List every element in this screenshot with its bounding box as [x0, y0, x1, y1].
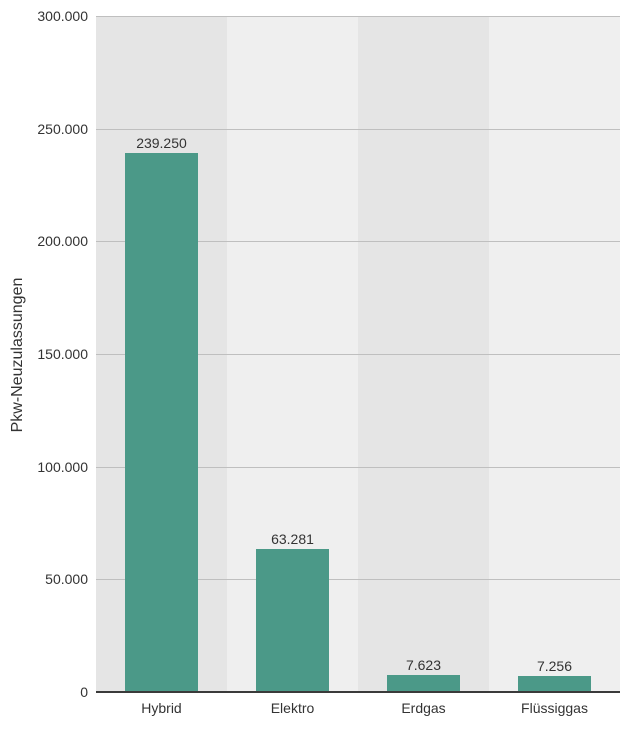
y-tick-label: 100.000	[0, 459, 88, 475]
gridline	[96, 129, 620, 130]
bar-value-label: 63.281	[227, 531, 358, 547]
bar-value-label: 7.623	[358, 657, 489, 673]
x-tick-label: Hybrid	[96, 700, 227, 716]
y-tick-label: 150.000	[0, 346, 88, 362]
y-tick-label: 200.000	[0, 233, 88, 249]
y-tick-label: 250.000	[0, 121, 88, 137]
bar-value-label: 7.256	[489, 658, 620, 674]
bar	[256, 549, 328, 692]
x-tick-label: Elektro	[227, 700, 358, 716]
x-tick-label: Erdgas	[358, 700, 489, 716]
y-tick-label: 300.000	[0, 8, 88, 24]
bar-value-label: 239.250	[96, 135, 227, 151]
y-tick-label: 50.000	[0, 571, 88, 587]
bar	[125, 153, 197, 692]
bar-chart: Pkw-Neuzulassungen 050.000100.000150.000…	[0, 0, 640, 738]
y-tick-label: 0	[0, 684, 88, 700]
x-tick-label: Flüssiggas	[489, 700, 620, 716]
plot-area: 050.000100.000150.000200.000250.000300.0…	[96, 16, 620, 692]
bar	[387, 675, 459, 692]
bar	[518, 676, 590, 692]
gridline	[96, 16, 620, 17]
x-axis-baseline	[96, 691, 620, 693]
